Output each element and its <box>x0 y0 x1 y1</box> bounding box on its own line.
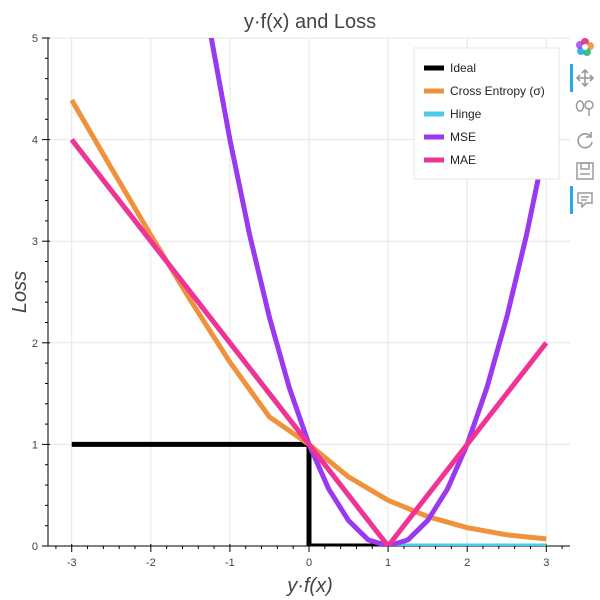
reset-icon[interactable] <box>574 129 596 151</box>
legend-item-mae[interactable]: MAE <box>424 153 476 167</box>
legend-item-hinge[interactable]: Hinge <box>424 107 482 121</box>
x-tick-label: -2 <box>146 557 156 569</box>
pan-icon[interactable] <box>574 67 596 89</box>
legend-label: Ideal <box>450 61 476 75</box>
hover-active-indicator <box>570 186 573 214</box>
x-tick-label: 2 <box>464 557 470 569</box>
y-tick-label: 3 <box>32 236 38 248</box>
y-tick-label: 0 <box>32 541 38 553</box>
y-axis-label: Loss <box>9 271 31 313</box>
save-icon[interactable] <box>574 160 596 182</box>
wheel-zoom-icon[interactable] <box>574 97 596 119</box>
series-line-mae <box>69 138 549 546</box>
legend-item-ideal[interactable]: Ideal <box>424 61 476 75</box>
series-line-ideal <box>71 441 547 546</box>
plot-area[interactable] <box>69 36 549 546</box>
x-axis-label: y·f(x) <box>285 575 333 597</box>
y-tick-label: 2 <box>32 338 38 350</box>
chart-title: y·f(x) and Loss <box>244 11 376 33</box>
bokeh-logo-icon[interactable] <box>574 36 596 58</box>
x-tick-label: 1 <box>385 557 391 569</box>
y-tick-label: 1 <box>32 439 38 451</box>
hover-icon[interactable] <box>574 189 596 211</box>
legend: Ideal Cross Entropy (σ) Hinge MSE MAE <box>413 47 560 180</box>
y-tick-label: 5 <box>32 33 38 45</box>
legend-item-cross-entropy[interactable]: Cross Entropy (σ) <box>424 84 545 98</box>
series-line-mse <box>208 38 549 546</box>
x-tick-label: 0 <box>306 557 312 569</box>
legend-label: Cross Entropy (σ) <box>450 84 545 98</box>
x-tick-label: 3 <box>543 557 549 569</box>
legend-label: MAE <box>450 153 476 167</box>
legend-label: MSE <box>450 130 476 144</box>
legend-label: Hinge <box>450 107 482 121</box>
legend-item-mse[interactable]: MSE <box>424 130 476 144</box>
y-tick-label: 4 <box>32 135 38 147</box>
x-tick-label: -1 <box>225 557 235 569</box>
x-tick-label: -3 <box>67 557 77 569</box>
pan-active-indicator <box>570 64 573 92</box>
